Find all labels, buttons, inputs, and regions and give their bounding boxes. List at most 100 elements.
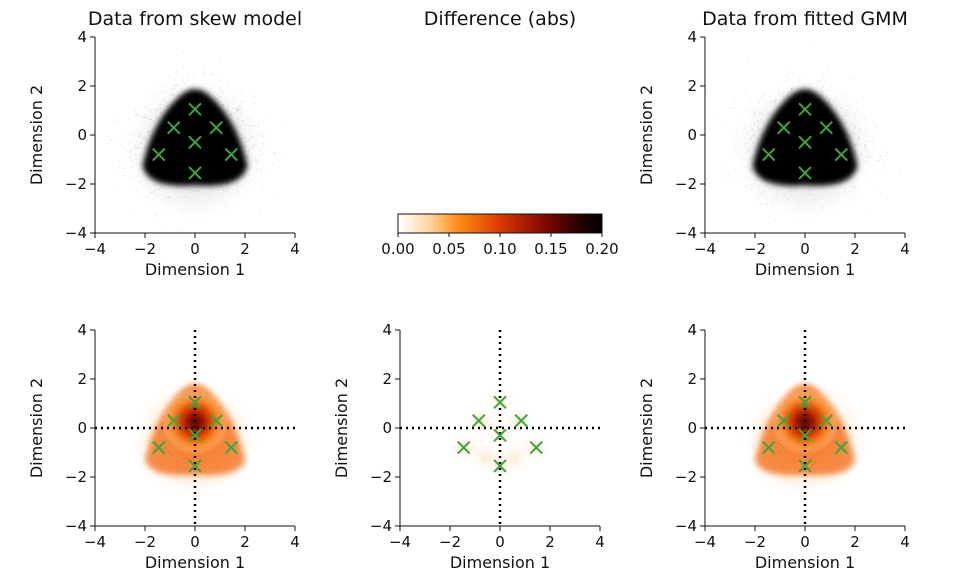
scatter-point (154, 112, 157, 115)
scatter-point (832, 99, 835, 101)
scatter-point (831, 104, 834, 107)
scatter-point (747, 99, 750, 101)
scatter-point (854, 142, 857, 145)
scatter-point (154, 214, 157, 217)
scatter-point (240, 141, 243, 144)
scatter-point (232, 112, 235, 115)
scatter-point (153, 119, 156, 122)
scatter-point (219, 88, 222, 90)
scatter-point (836, 113, 839, 115)
marker-stroke (457, 440, 471, 455)
scatter-point (201, 83, 204, 86)
scatter-point (242, 134, 244, 137)
x-tick-label: −4 (694, 533, 716, 551)
center-marker (188, 102, 202, 116)
scatter-point (136, 111, 138, 114)
scatter-point (857, 136, 860, 139)
marker-stroke (514, 413, 528, 428)
scatter-point (236, 108, 238, 111)
scatter-point (136, 154, 139, 157)
scatter-point (236, 121, 238, 124)
scatter-point (151, 128, 154, 131)
scatter-point (860, 152, 863, 155)
scatter-point (764, 185, 766, 187)
scatter-point (183, 81, 186, 84)
scatter-point (204, 192, 207, 195)
scatter-point (247, 118, 250, 120)
subplot-heatmap-4: −4−4 −2 −2 0 0 2 2 4 4 Dimension 1 Dimension 2 (332, 321, 605, 572)
center-marker (167, 413, 181, 428)
scatter-point (853, 186, 856, 189)
scatter-point (133, 147, 136, 149)
scatter-point (717, 113, 720, 116)
scatter-point (818, 81, 821, 84)
scatter-point (143, 116, 146, 119)
scatter-point (842, 93, 845, 96)
scatter-point (870, 178, 873, 181)
scatter-point (257, 124, 260, 127)
scatter-point (850, 137, 852, 139)
center-marker (167, 120, 181, 135)
scatter-point (751, 188, 753, 191)
scatter-point (756, 179, 759, 182)
scatter-point (729, 105, 732, 108)
scatter-point (160, 113, 163, 115)
scatter-point (272, 193, 275, 196)
scatter-point (187, 79, 190, 82)
marker-stroke (188, 395, 202, 409)
scatter-point (808, 193, 811, 196)
scatter-point (226, 81, 229, 84)
scatter-point (746, 110, 749, 113)
scatter-point (750, 128, 753, 131)
scatter-point (273, 152, 275, 155)
center-marker (188, 166, 202, 180)
y-tick-label: −4 (370, 517, 392, 535)
scatter-point (826, 88, 828, 91)
scatter-point (749, 149, 751, 152)
scatter-point (872, 186, 875, 189)
scatter-point (177, 185, 179, 188)
y-tick-label: −2 (65, 468, 87, 486)
scatter-point (218, 79, 221, 81)
marker-stroke (493, 428, 507, 443)
center-marker (457, 440, 471, 455)
y-tick-label: 2 (77, 77, 87, 95)
scatter-point (160, 86, 163, 88)
scatter-point (179, 195, 181, 198)
scatter-point (220, 185, 223, 188)
scatter-point (248, 130, 251, 133)
scatter-point (752, 141, 754, 144)
center-marker (798, 459, 812, 473)
scatter-point (857, 189, 860, 192)
scatter-point (149, 118, 152, 121)
scatter-point (234, 111, 237, 114)
scatter-point (741, 156, 743, 159)
x-tick-label: 0 (495, 533, 505, 551)
marker-stroke (777, 413, 791, 428)
scatter-point (794, 188, 797, 191)
marker-stroke (798, 428, 812, 443)
scatter-point (262, 142, 265, 145)
scatter-point (750, 171, 752, 174)
scatter-point (792, 87, 794, 89)
scatter-point (154, 189, 157, 192)
scatter-point (825, 96, 828, 98)
scatter-point (849, 78, 852, 81)
scatter-point (258, 154, 261, 157)
scatter-point (164, 201, 167, 204)
scatter-point (236, 185, 239, 187)
scatter-point (218, 60, 221, 63)
scatter-point (225, 189, 227, 192)
marker-stroke (224, 440, 238, 455)
scatter-point (273, 151, 276, 154)
x-tick-label: −2 (134, 240, 156, 258)
scatter-point (820, 90, 823, 93)
scatter-point (766, 119, 769, 121)
scatter-point (786, 93, 789, 96)
center-marker (798, 135, 812, 150)
y-tick-label: 0 (382, 419, 392, 437)
scatter-point (196, 186, 199, 189)
scatter-point (856, 138, 859, 141)
scatter-point (864, 171, 867, 174)
scatter-point (821, 94, 824, 97)
